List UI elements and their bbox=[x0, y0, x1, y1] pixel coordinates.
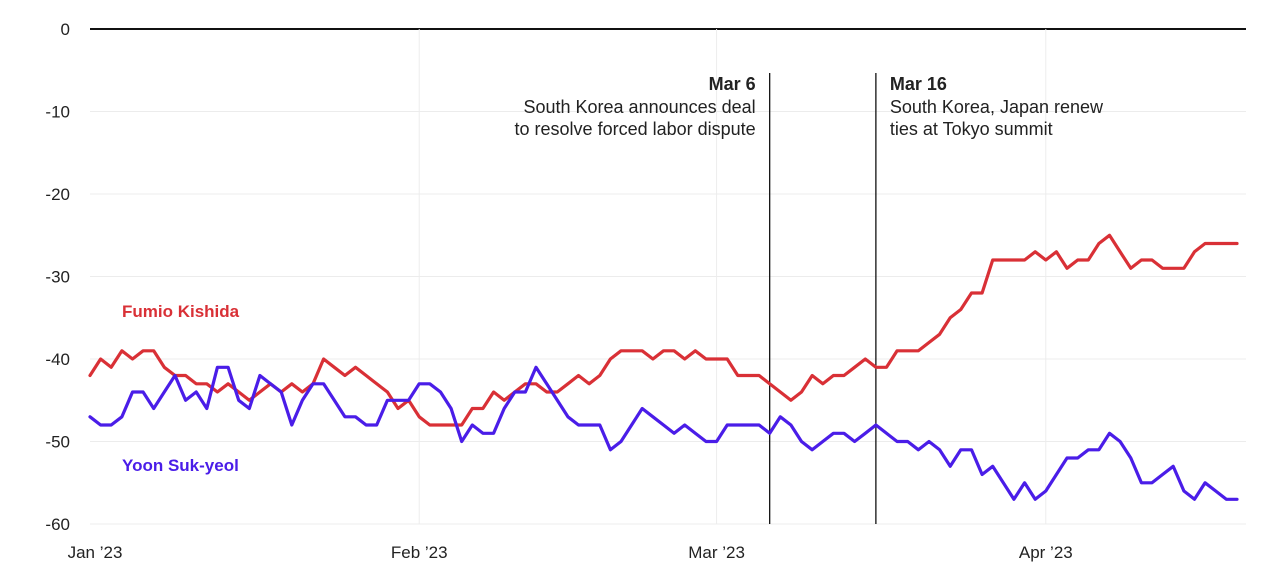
series-line-yoon-suk-yeol bbox=[88, 365, 1239, 501]
annotation-text: ties at Tokyo summit bbox=[890, 119, 1053, 139]
x-tick-label: Feb ’23 bbox=[391, 543, 448, 562]
x-tick-label: Jan ’23 bbox=[68, 543, 123, 562]
series-line-fumio-kishida bbox=[88, 233, 1239, 427]
x-tick-label: Apr ’23 bbox=[1019, 543, 1073, 562]
y-axis: 0 -10 -20 -30 -40 -50 -60 bbox=[45, 20, 70, 534]
y-tick-label: -10 bbox=[45, 103, 70, 122]
grid-lines bbox=[90, 28, 1246, 525]
annotation-text: to resolve forced labor dispute bbox=[515, 119, 756, 139]
y-tick-label: -40 bbox=[45, 350, 70, 369]
x-axis: Jan ’23 Feb ’23 Mar ’23 Apr ’23 bbox=[68, 543, 1073, 562]
y-tick-label: -20 bbox=[45, 185, 70, 204]
y-tick-label: -30 bbox=[45, 268, 70, 287]
series-labels: Fumio Kishida Yoon Suk-yeol bbox=[122, 302, 240, 475]
annotation-title: Mar 16 bbox=[890, 74, 947, 94]
y-tick-label: 0 bbox=[61, 20, 70, 39]
series-group bbox=[88, 233, 1239, 501]
y-tick-label: -60 bbox=[45, 515, 70, 534]
series-label: Yoon Suk-yeol bbox=[122, 456, 239, 475]
series-label: Fumio Kishida bbox=[122, 302, 240, 321]
y-tick-label: -50 bbox=[45, 433, 70, 452]
annotation-title: Mar 6 bbox=[709, 74, 756, 94]
annotation-text: South Korea, Japan renew bbox=[890, 97, 1104, 117]
annotation-text: South Korea announces deal bbox=[523, 97, 755, 117]
x-tick-label: Mar ’23 bbox=[688, 543, 745, 562]
